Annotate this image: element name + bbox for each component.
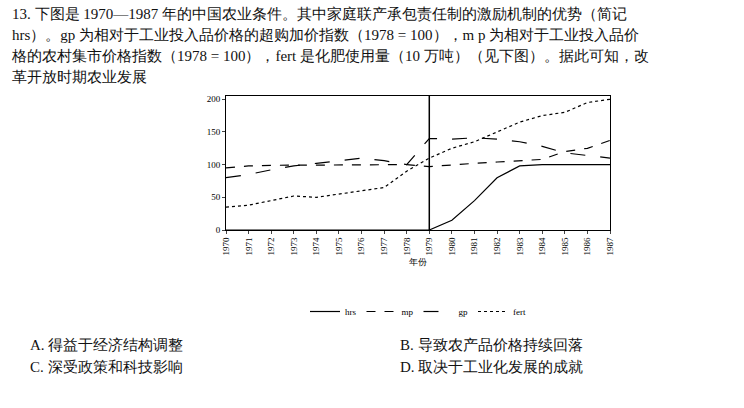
svg-text:1983: 1983	[515, 237, 525, 256]
svg-text:fert: fert	[513, 307, 526, 317]
svg-text:hrs: hrs	[345, 307, 356, 317]
svg-text:1985: 1985	[560, 237, 570, 256]
svg-text:1970: 1970	[221, 237, 231, 256]
html-text:B. 导致农产品价格持续回落: B. 导致农产品价格持续回落	[400, 337, 583, 353]
html-text:D. 取决于工业化发展的成就: D. 取决于工业化发展的成就	[400, 359, 584, 375]
svg-text:50: 50	[211, 192, 221, 202]
svg-text:1972: 1972	[266, 238, 276, 256]
svg-text:150: 150	[207, 127, 221, 137]
svg-text:1979: 1979	[424, 237, 434, 256]
svg-text:mp: mp	[401, 307, 413, 317]
svg-text:1981: 1981	[469, 238, 479, 256]
svg-text:1973: 1973	[289, 237, 299, 256]
svg-text:0: 0	[216, 225, 221, 235]
svg-text:100: 100	[207, 160, 221, 170]
svg-text:gp: gp	[458, 307, 468, 317]
html-text:A. 得益于经济结构调整: A. 得益于经济结构调整	[30, 337, 184, 353]
svg-text:1982: 1982	[492, 238, 502, 256]
html-text:13. 下图是 1970—1987 年的中国农业条件。其中家: 13. 下图是 1970—1987 年的中国农业条件。其中家庭联产承包责任制的激…	[12, 6, 627, 22]
html-text:革开放时期农业发展: 革开放时期农业发展	[12, 69, 147, 85]
html-text:hrs）。gp 为相对于工业投入品价格的超购加价指数（197: hrs）。gp 为相对于工业投入品价格的超购加价指数（1978 = 100），m…	[12, 27, 640, 43]
svg-text:1980: 1980	[447, 237, 457, 256]
svg-text:1984: 1984	[537, 237, 547, 256]
html-text:C. 深受政策和科技影响: C. 深受政策和科技影响	[30, 359, 183, 375]
svg-text:1971: 1971	[244, 238, 254, 256]
svg-text:1977: 1977	[379, 237, 389, 256]
svg-text:1975: 1975	[334, 237, 344, 256]
svg-text:1987: 1987	[605, 237, 615, 256]
svg-text:年份: 年份	[409, 257, 427, 267]
svg-text:1978: 1978	[402, 237, 412, 256]
svg-text:1976: 1976	[356, 237, 366, 256]
html-text:格的农村集市价格指数（1978 = 100），fert 是化: 格的农村集市价格指数（1978 = 100），fert 是化肥使用量（10 万吨…	[12, 48, 649, 64]
svg-text:1986: 1986	[582, 237, 592, 256]
svg-text:1974: 1974	[311, 237, 321, 256]
svg-text:200: 200	[207, 94, 221, 104]
